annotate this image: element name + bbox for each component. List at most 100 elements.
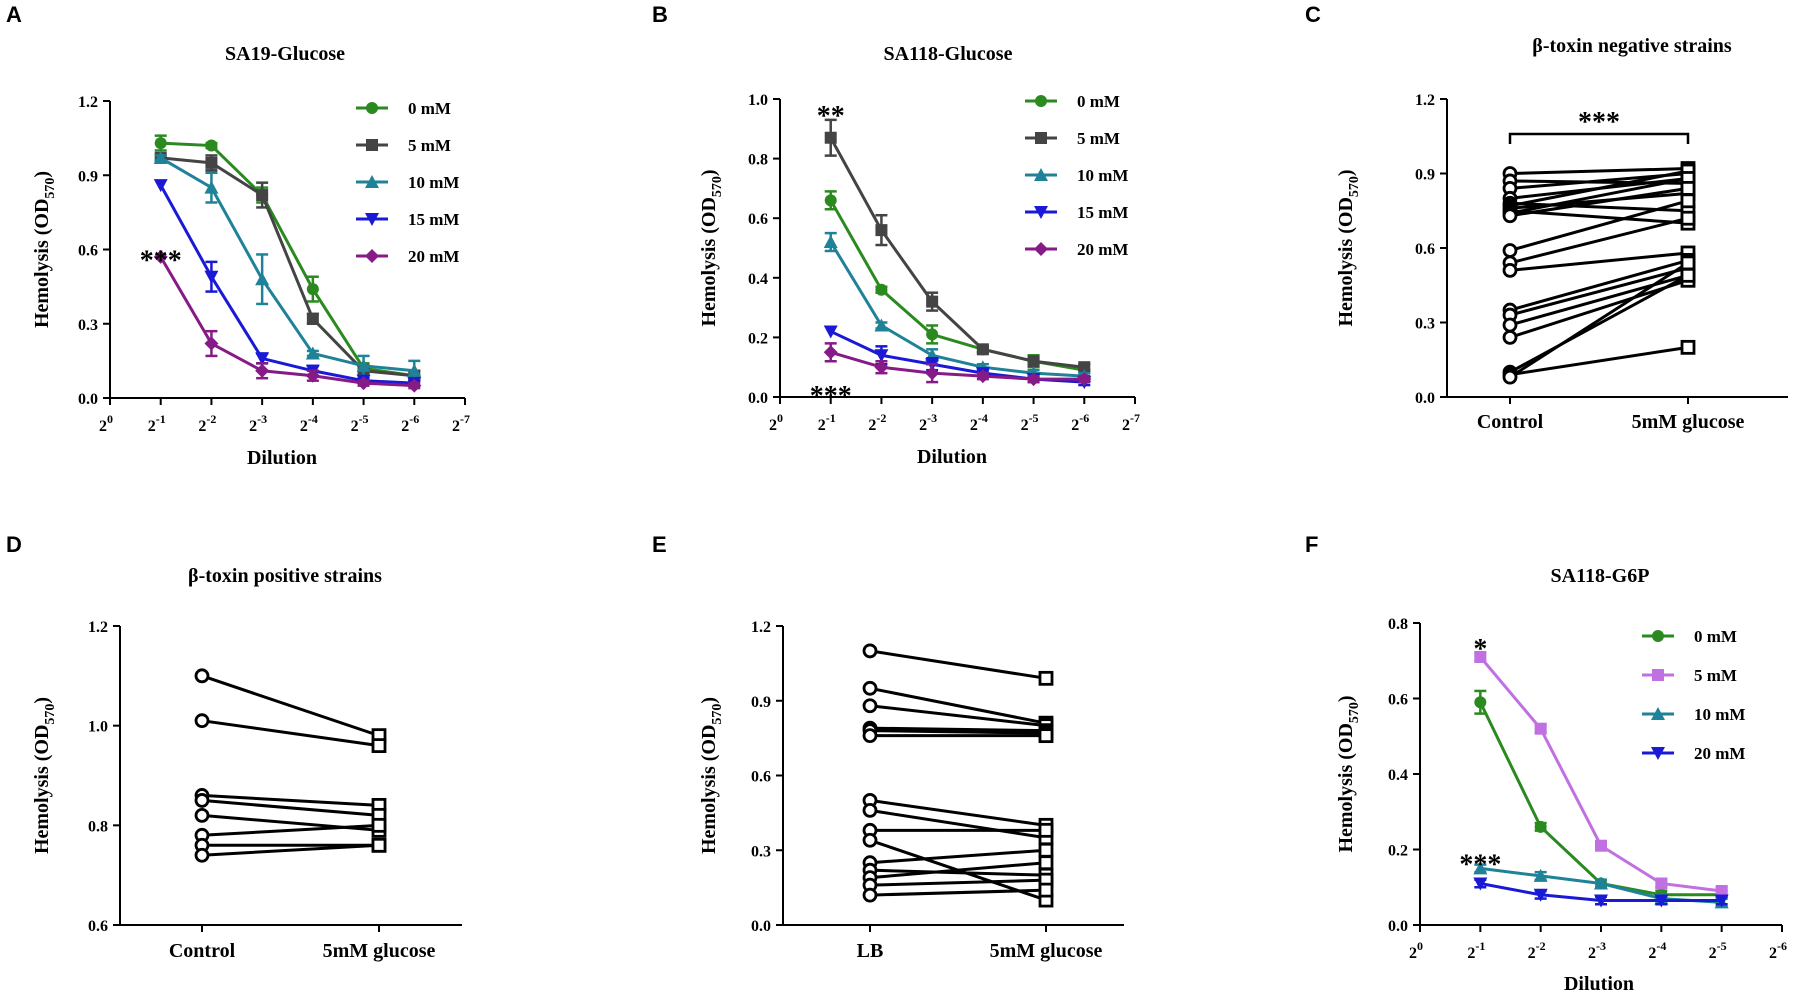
y-tick-label: 0.4 bbox=[1388, 767, 1408, 784]
data-point bbox=[824, 194, 837, 207]
control-point bbox=[194, 713, 210, 729]
data-point bbox=[256, 189, 269, 202]
significance-marker: *** bbox=[140, 246, 182, 277]
x-tick-label: 2-4 bbox=[1648, 939, 1666, 962]
data-point bbox=[1594, 894, 1608, 908]
category-label: Control bbox=[169, 940, 236, 962]
control-point bbox=[1502, 329, 1518, 345]
treatment-point bbox=[1680, 255, 1696, 271]
data-point bbox=[925, 366, 940, 381]
legend-label: 5 mM bbox=[408, 136, 451, 155]
pair-line bbox=[1509, 266, 1689, 317]
y-tick-label: 0.3 bbox=[751, 843, 771, 860]
pair-line bbox=[1509, 176, 1689, 215]
x-tick-label: 20 bbox=[769, 411, 783, 434]
y-tick-label: 0.8 bbox=[88, 818, 108, 835]
data-point bbox=[305, 346, 320, 360]
y-tick-label: 0.0 bbox=[751, 918, 771, 935]
series-0-mM: 0 mM bbox=[824, 92, 1120, 378]
control-point bbox=[194, 668, 210, 684]
pair-line bbox=[869, 848, 1047, 865]
data-point bbox=[153, 179, 168, 193]
data-point bbox=[204, 336, 219, 351]
pair-line bbox=[201, 719, 380, 748]
data-point bbox=[823, 325, 838, 339]
legend-marker bbox=[365, 175, 379, 188]
y-tick-label: 0.8 bbox=[748, 152, 768, 169]
panel-B: B SA118-Glucose 0.0 0.2 0.4 0.6 0.8 1.0 Hemolysi… bbox=[652, 2, 1140, 468]
panel-D: Dβ-toxin positive strains 0.6 0.8 1.0 1.2 Hem… bbox=[6, 532, 462, 962]
treatment-point bbox=[371, 837, 387, 853]
pair-line bbox=[201, 843, 380, 857]
series-20-mM: 20 mM bbox=[1473, 744, 1745, 908]
y-tick-label: 1.2 bbox=[88, 619, 108, 636]
panel-E: E 0.0 0.3 0.6 0.9 1.2 Hemolysis (OD570) LB 5mM g… bbox=[652, 532, 1124, 962]
data-point bbox=[255, 363, 270, 378]
pair-line bbox=[201, 823, 380, 837]
series-20-mM: 20 mM bbox=[153, 247, 459, 393]
x-tick-label: 2-1 bbox=[818, 411, 836, 434]
data-point bbox=[824, 131, 837, 144]
series-10-mM: 10 mM bbox=[1473, 705, 1745, 909]
data-point bbox=[356, 376, 371, 391]
data-point bbox=[306, 283, 319, 296]
series-5-mM: 5 mM bbox=[1474, 650, 1737, 898]
treatment-point bbox=[1038, 882, 1054, 898]
pair-line bbox=[869, 868, 1047, 877]
chart-title: SA118-Glucose bbox=[884, 43, 1013, 65]
pair-line bbox=[1509, 167, 1689, 175]
x-tick-label: 2-1 bbox=[148, 412, 166, 435]
y-tick-label: 0.2 bbox=[748, 330, 768, 347]
y-tick-label: 1.2 bbox=[78, 94, 98, 111]
legend-marker bbox=[366, 102, 378, 114]
legend-label: 20 mM bbox=[1077, 240, 1128, 259]
data-point bbox=[1533, 888, 1548, 902]
data-point bbox=[1474, 696, 1487, 709]
significance-marker: *** bbox=[810, 381, 852, 412]
control-point bbox=[1502, 243, 1518, 258]
significance-marker: ** bbox=[817, 101, 845, 132]
legend-label: 15 mM bbox=[408, 210, 459, 229]
series-5-mM: 5 mM bbox=[154, 136, 451, 382]
legend-label: 10 mM bbox=[1077, 166, 1128, 185]
panel-letter: B bbox=[652, 2, 668, 27]
treatment-point bbox=[1038, 670, 1054, 686]
y-tick-label: 0.8 bbox=[1388, 616, 1408, 633]
x-axis-label: Dilution bbox=[1564, 973, 1634, 995]
control-point bbox=[1502, 369, 1518, 385]
series-line bbox=[159, 156, 415, 373]
x-tick-label: 2-4 bbox=[300, 412, 318, 435]
x-tick-label: 2-5 bbox=[351, 412, 369, 435]
significance-marker: * bbox=[1473, 634, 1487, 665]
data-point bbox=[204, 270, 219, 284]
data-point bbox=[153, 150, 168, 164]
y-tick-label: 0.6 bbox=[78, 243, 98, 260]
pair-line bbox=[1509, 345, 1689, 377]
control-point bbox=[862, 680, 878, 696]
y-tick-label: 1.2 bbox=[1415, 92, 1435, 109]
category-label: 5mM glucose bbox=[1632, 411, 1745, 433]
pair-line bbox=[201, 793, 380, 807]
control-point bbox=[862, 643, 878, 659]
legend-label: 0 mM bbox=[408, 99, 451, 118]
data-point bbox=[1078, 361, 1091, 374]
legend-marker bbox=[366, 139, 378, 151]
legend-marker bbox=[1651, 747, 1665, 760]
pair-line bbox=[1509, 209, 1689, 225]
y-tick-label: 1.0 bbox=[88, 719, 108, 736]
series-10-mM: 10 mM bbox=[153, 150, 459, 382]
pair-line bbox=[1509, 261, 1689, 379]
y-tick-label: 1.2 bbox=[751, 619, 771, 636]
y-axis-label: Hemolysis (OD570) bbox=[1335, 169, 1362, 326]
y-tick-label: 0.0 bbox=[78, 391, 98, 408]
data-point bbox=[975, 369, 990, 384]
legend-label: 20 mM bbox=[408, 247, 459, 266]
data-point bbox=[875, 224, 888, 237]
data-point bbox=[1026, 372, 1041, 387]
treatment-point bbox=[371, 738, 387, 753]
pair-line bbox=[869, 649, 1047, 680]
y-tick-label: 0.6 bbox=[1415, 241, 1435, 258]
legend-label: 5 mM bbox=[1077, 129, 1120, 148]
data-point bbox=[823, 235, 838, 249]
